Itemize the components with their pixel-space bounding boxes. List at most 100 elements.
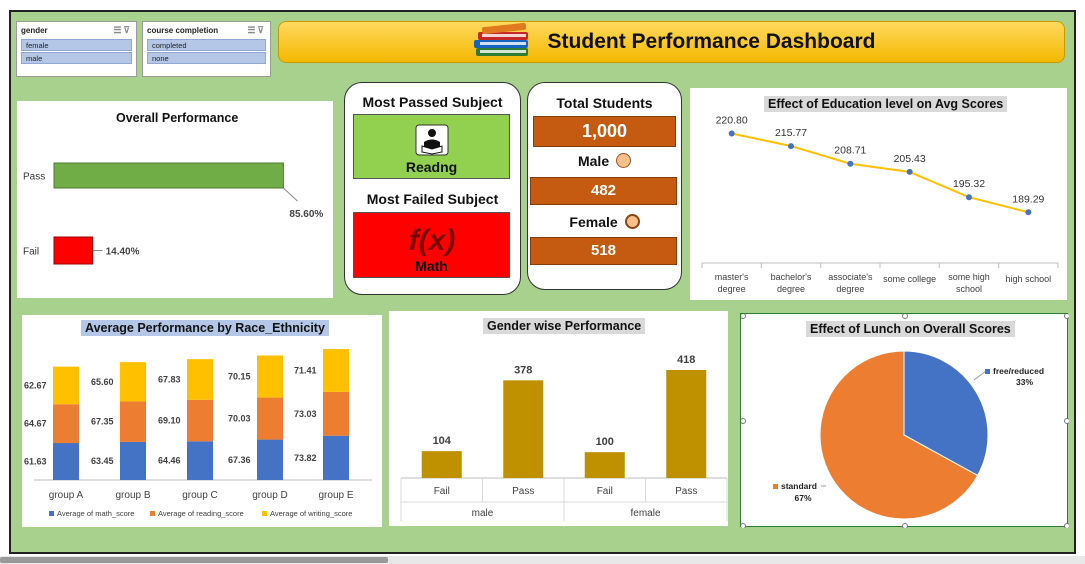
pie-label: free/reduced	[993, 366, 1044, 376]
gender-slicer[interactable]: gender ☰⊽ female male	[16, 21, 137, 77]
chart-title: Overall Performance	[112, 110, 243, 126]
bar-segment	[257, 355, 283, 398]
scrollbar-thumb[interactable]	[0, 557, 388, 563]
selection-handle	[1064, 314, 1069, 319]
overall-performance-panel[interactable]: Overall Performance Pass 85.60% Fail 14.40%	[17, 101, 333, 298]
data-label: 61.63	[24, 457, 47, 467]
legend-swatch	[49, 511, 54, 516]
tick-label: group A	[49, 490, 84, 501]
chart-title: Effect of Education level on Avg Scores	[764, 96, 1008, 112]
multiselect-filter-icon[interactable]: ☰⊽	[247, 24, 266, 35]
legend-swatch	[773, 484, 778, 489]
slicer-item-none[interactable]: none	[147, 52, 266, 64]
bar-segment	[120, 441, 146, 480]
data-label: 220.80	[716, 115, 748, 127]
data-label: 64.67	[24, 419, 47, 429]
data-label: 73.82	[294, 453, 317, 463]
dashboard-title: Student Performance Dashboard	[547, 30, 876, 53]
race-stacked-chart: 61.63 64.67 62.67 group A 63.45 67.35 65.60 gro…	[24, 349, 372, 518]
legend-swatch	[150, 511, 155, 516]
bar-segment	[187, 359, 213, 400]
data-label: 215.77	[775, 127, 807, 139]
education-panel[interactable]: Effect of Education level on Avg Scores …	[690, 88, 1067, 300]
race-panel[interactable]: Average Performance by Race_Ethnicity 61…	[22, 315, 382, 527]
tick-label: Pass	[675, 486, 697, 497]
bar-segment	[187, 441, 213, 480]
selection-handle	[1064, 523, 1069, 528]
bar-segment	[120, 401, 146, 442]
data-point	[906, 168, 913, 175]
girl-face-icon	[624, 214, 640, 229]
tick-label: group B	[115, 490, 150, 501]
slicer-item-completed[interactable]: completed	[147, 39, 266, 51]
group-label: female	[630, 508, 660, 519]
male-value: 482	[530, 177, 677, 205]
tick-label: Fail	[434, 486, 450, 497]
data-point	[788, 143, 794, 150]
gender-panel[interactable]: Gender wise Performance 104 Fail 378 Pass 10…	[389, 311, 728, 526]
most-passed-subject: Readng	[405, 159, 458, 175]
slicer-item-female[interactable]: female	[21, 39, 132, 51]
data-point	[728, 130, 735, 137]
bar	[53, 236, 94, 265]
course-slicer-title: course completion	[147, 25, 219, 35]
series-line	[731, 132, 1029, 214]
tick-label: some high	[948, 272, 990, 282]
bar-segment	[53, 404, 79, 444]
pie-slice	[819, 350, 979, 520]
books-icon	[473, 22, 528, 56]
data-label: 62.67	[24, 380, 47, 390]
title-banner: Student Performance Dashboard	[278, 21, 1065, 63]
tick-label: Pass	[512, 486, 534, 497]
svg-text:f(x): f(x)	[408, 224, 455, 256]
slicer-item-male[interactable]: male	[21, 52, 132, 64]
tick-label: high school	[1006, 274, 1052, 284]
female-value: 518	[530, 237, 677, 265]
bar-segment	[257, 397, 283, 440]
selection-handle	[741, 523, 746, 528]
group-label: male	[472, 508, 494, 519]
tick-label: master's	[715, 272, 749, 282]
selection-handle	[741, 314, 746, 319]
bar-segment	[323, 435, 349, 480]
data-label: 205.43	[894, 153, 926, 165]
bar-segment	[323, 391, 349, 436]
bar-segment	[120, 362, 146, 402]
reading-person-icon	[415, 124, 448, 156]
selection-handle	[1064, 418, 1069, 424]
bar-segment	[323, 349, 349, 392]
most-passed-box: Readng	[353, 114, 510, 179]
chart-title: Gender wise Performance	[483, 318, 646, 334]
data-label: 67.36	[228, 455, 251, 465]
course-completion-slicer[interactable]: course completion ☰⊽ completed none	[142, 21, 271, 77]
data-label: 195.32	[953, 178, 985, 190]
category-label: Fail	[23, 247, 39, 258]
tick-label: bachelor's	[771, 272, 812, 282]
multiselect-filter-icon[interactable]: ☰⊽	[113, 24, 132, 35]
data-label: 70.03	[228, 414, 251, 424]
most-failed-title: Most Failed Subject	[366, 191, 499, 207]
chart-title: Effect of Lunch on Overall Scores	[806, 321, 1015, 337]
most-failed-box: f(x) Math	[353, 212, 510, 278]
data-label: 14.40%	[106, 247, 140, 258]
lunch-panel[interactable]: Effect of Lunch on Overall Scores free/r…	[740, 313, 1069, 528]
data-point	[1025, 209, 1032, 216]
most-failed-subject: Math	[415, 258, 448, 274]
total-students-value: 1,000	[533, 116, 676, 147]
tick-label: Fail	[597, 486, 613, 497]
function-icon: f(x)	[408, 224, 455, 256]
data-label: 208.71	[834, 145, 866, 157]
data-label: 418	[677, 354, 695, 366]
bar	[421, 451, 462, 478]
subject-card: Most Passed Subject Readng Most Failed S…	[344, 82, 521, 295]
data-label: 63.45	[91, 456, 114, 466]
leader-line	[973, 370, 987, 381]
bar-segment	[187, 399, 213, 442]
students-card: Total Students 1,000 Male 482 Female 518	[527, 82, 682, 290]
data-label: 71.41	[294, 365, 317, 375]
data-label: 67.83	[158, 375, 181, 385]
horizontal-scrollbar[interactable]	[0, 556, 1085, 564]
tick-label: school	[956, 284, 982, 294]
tick-label: some college	[883, 274, 936, 284]
